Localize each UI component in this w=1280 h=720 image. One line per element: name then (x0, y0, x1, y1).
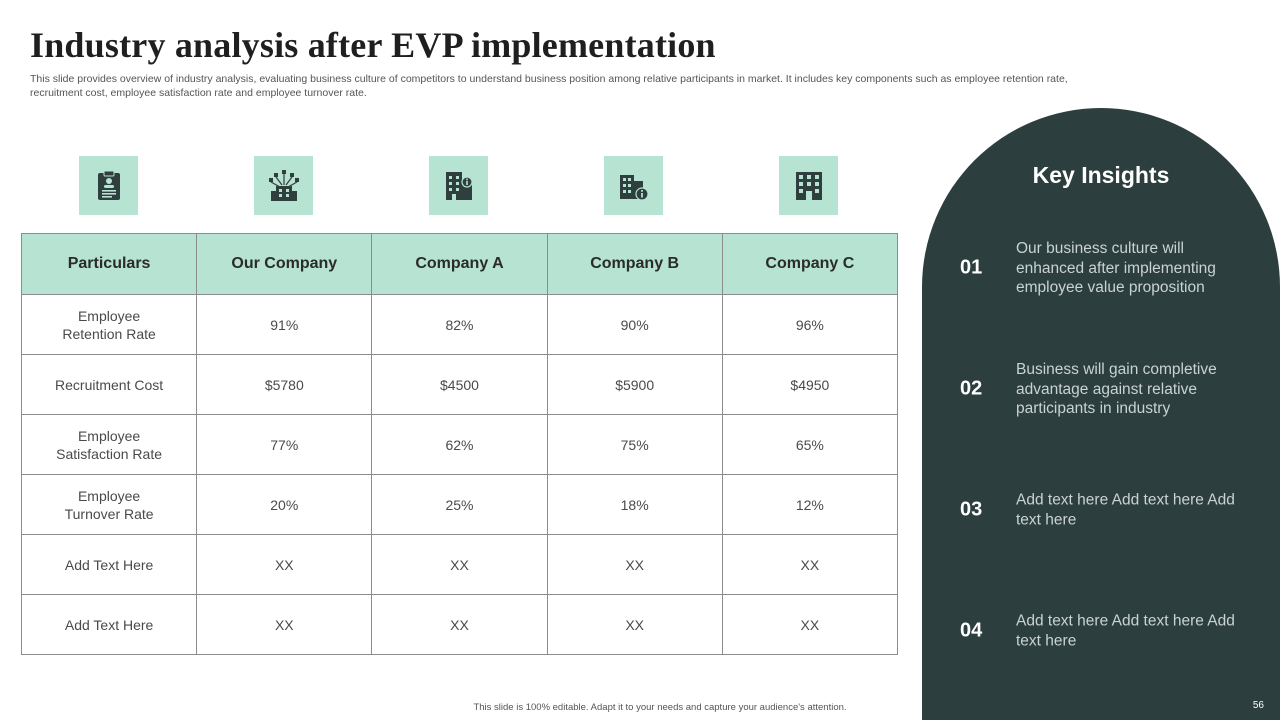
table-cell: 75% (546, 414, 723, 475)
row-label: Employee Turnover Rate (20, 474, 198, 535)
insight-text: Add text here Add text here Add text her… (1016, 491, 1235, 529)
insight-number: 02 (960, 377, 983, 400)
key-insights-panel: Key Insights 01 Our business culture wil… (922, 108, 1280, 720)
table-row: Employee Satisfaction Rate 77% 62% 75% 6… (20, 414, 899, 475)
icon-tile-2 (254, 156, 313, 215)
row-label: Add Text Here (20, 594, 198, 655)
table-cell: 25% (371, 474, 548, 535)
table-row: Employee Retention Rate 91% 82% 90% 96% (20, 294, 899, 355)
table-cell: XX (721, 594, 899, 655)
table-cell: 20% (196, 474, 373, 535)
table-cell: XX (546, 534, 723, 595)
header-our-company: Our Company (196, 233, 373, 295)
table-cell: XX (546, 594, 723, 655)
table-row: Employee Turnover Rate 20% 25% 18% 12% (20, 474, 899, 535)
insight-number: 04 (960, 619, 983, 642)
table-cell: 96% (721, 294, 899, 355)
insight-text: Our business culture will enhanced after… (1016, 239, 1216, 296)
page-subtitle: This slide provides overview of industry… (30, 73, 1068, 99)
table-cell: XX (196, 594, 373, 655)
comparison-table: Particulars Our Company Company A Compan… (20, 233, 899, 655)
clipboard-person-icon (97, 170, 120, 200)
header-particulars: Particulars (20, 233, 198, 295)
table-cell: 62% (371, 414, 548, 475)
key-insights-title: Key Insights (1032, 162, 1170, 188)
page-title: Industry analysis after EVP implementati… (30, 25, 716, 65)
page-number: 56 (1252, 700, 1264, 711)
table-cell: 65% (721, 414, 899, 475)
table-cell: $4950 (721, 354, 899, 415)
insight-number: 03 (960, 498, 983, 521)
organization-network-icon (268, 169, 299, 201)
table-cell: XX (371, 594, 548, 655)
table-cell: XX (196, 534, 373, 595)
office-building-icon (795, 171, 822, 200)
footer-note: This slide is 100% editable. Adapt it to… (473, 702, 847, 713)
row-label: Employee Satisfaction Rate (20, 414, 198, 475)
row-label: Add Text Here (20, 534, 198, 595)
table-cell: XX (721, 534, 899, 595)
icon-tile-3 (429, 156, 488, 215)
icon-tile-1 (79, 156, 138, 215)
insight-text: Business will gain completive advantage … (1016, 360, 1217, 417)
insight-item-3: 03 Add text here Add text here Add text … (922, 470, 1280, 550)
insight-text: Add text here Add text here Add text her… (1016, 612, 1235, 650)
table-cell: 77% (196, 414, 373, 475)
table-cell: 12% (721, 474, 899, 535)
table-cell: $4500 (371, 354, 548, 415)
table-cell: 18% (546, 474, 723, 535)
table-header-row: Particulars Our Company Company A Compan… (20, 233, 899, 295)
company-info-icon (619, 174, 649, 201)
insight-item-2: 02 Business will gain completive advanta… (922, 349, 1280, 429)
icon-tile-4 (604, 156, 663, 215)
table-cell: 90% (546, 294, 723, 355)
table-cell: 82% (371, 294, 548, 355)
table-cell: XX (371, 534, 548, 595)
insight-number: 01 (960, 256, 983, 279)
insight-item-1: 01 Our business culture will enhanced af… (922, 228, 1280, 308)
row-label: Recruitment Cost (20, 354, 198, 415)
table-row: Recruitment Cost $5780 $4500 $5900 $4950 (20, 354, 899, 415)
header-company-c: Company C (721, 233, 899, 295)
table-row: Add Text Here XX XX XX XX (20, 594, 899, 655)
header-company-a: Company A (371, 233, 548, 295)
table-cell: $5780 (196, 354, 373, 415)
header-company-b: Company B (546, 233, 723, 295)
icon-tile-5 (779, 156, 838, 215)
insight-item-4: 04 Add text here Add text here Add text … (922, 591, 1280, 671)
building-info-icon (445, 171, 473, 200)
row-label: Employee Retention Rate (20, 294, 198, 355)
table-cell: $5900 (546, 354, 723, 415)
table-row: Add Text Here XX XX XX XX (20, 534, 899, 595)
table-cell: 91% (196, 294, 373, 355)
